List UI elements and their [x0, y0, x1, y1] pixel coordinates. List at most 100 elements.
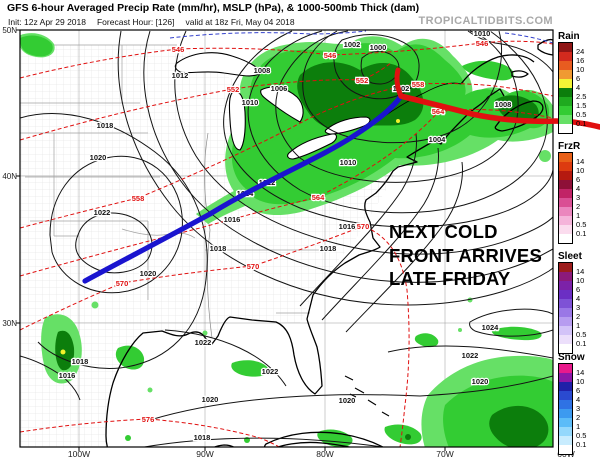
cold-front-annotation: NEXT COLD FRONT ARRIVES LATE FRIDAY [389, 220, 542, 291]
coastline [105, 38, 553, 447]
contour-label: 1020 [90, 153, 107, 162]
legend-value: 3 [576, 404, 581, 413]
contour-label: 1022 [262, 367, 279, 376]
legend-colorbar [558, 42, 573, 134]
contour-label: 576 [142, 415, 155, 424]
legend-value: 0.1 [576, 229, 587, 238]
contour-label: 1022 [94, 208, 111, 217]
contour-label: 546 [172, 45, 185, 54]
contour-label: 1002 [344, 40, 361, 49]
contour-label: 558 [412, 80, 425, 89]
legend-title: Sleet [558, 251, 582, 262]
contour-label: 1018 [97, 121, 114, 130]
init-time: Init: 12z Apr 29 2018 [8, 17, 86, 27]
thickness-labels-layer: 546 546 546 552 552 558 558 564 564 570 570 570 576 [115, 38, 490, 425]
legend-colorbar [558, 363, 573, 455]
tropicaltidbits-watermark: TROPICALTIDBITS.COM [418, 15, 553, 27]
lon-tick-label: 80W [316, 449, 334, 459]
legend-value: 2.5 [576, 92, 587, 101]
legend-value: 4 [576, 294, 581, 303]
legend-snow: Snow 14 10 6 4 3 2 1 0.5 0.1 [556, 352, 600, 460]
lat-tick-label: 40N [2, 172, 17, 181]
legend-value: 6 [576, 74, 581, 83]
legend-value: 14 [576, 368, 585, 377]
legend-value: 0.1 [576, 119, 587, 128]
valid-time: valid at 18z Fri, May 04 2018 [185, 17, 295, 27]
legend-value: 0.5 [576, 220, 587, 229]
contour-label: 1010 [474, 29, 491, 38]
annotation-line: NEXT COLD [389, 221, 498, 242]
legend-value: 2 [576, 413, 581, 422]
legend-value: 14 [576, 267, 585, 276]
legend-rain: Rain 24 16 10 6 4 2.5 1.5 0.5 0.1 [556, 31, 600, 139]
legend-value: 10 [576, 276, 585, 285]
contour-label: 1020 [202, 395, 219, 404]
legend-value: 0.1 [576, 440, 587, 449]
legend-value: 1 [576, 422, 581, 431]
contour-label: 1000 [370, 43, 387, 52]
legend-value: 2 [576, 202, 581, 211]
legend-value: 0.5 [576, 431, 587, 440]
lat-tick-label: 30N [2, 319, 17, 328]
legend-value: 4 [576, 83, 581, 92]
mslp-contours [20, 30, 553, 447]
legend-value: 1 [576, 211, 581, 220]
blue-thickness-contours [169, 30, 553, 44]
annotation-line: FRONT ARRIVES [389, 244, 543, 266]
contour-label: 564 [432, 107, 445, 116]
legend-value: 16 [576, 56, 585, 65]
contour-label: 1018 [72, 357, 89, 366]
contour-label: 1020 [140, 269, 157, 278]
warm-front-line [398, 93, 600, 130]
precip-layer [20, 33, 553, 447]
legend-value: 3 [576, 193, 581, 202]
contour-label: 1018 [320, 244, 337, 253]
legend-frzr: FrzR 14 10 6 4 3 2 1 0.5 0.1 [556, 141, 600, 249]
contour-label: 570 [357, 222, 370, 231]
legend-value: 6 [576, 285, 581, 294]
annotation-line: LATE FRIDAY [389, 268, 511, 289]
legend-title: Snow [558, 352, 585, 363]
legend-value: 10 [576, 166, 585, 175]
contour-label: 558 [132, 194, 145, 203]
legend-value: 1.5 [576, 101, 587, 110]
contour-label: 564 [312, 193, 325, 202]
contour-label: 1008 [254, 66, 271, 75]
state-borders [20, 44, 330, 339]
lon-tick-label: 100W [67, 449, 91, 459]
legend-value: 10 [576, 65, 585, 74]
contour-label: 570 [247, 262, 260, 271]
map-title: GFS 6-hour Averaged Precip Rate (mm/hr),… [7, 2, 420, 14]
lakes [174, 52, 371, 160]
contour-label: 1012 [172, 71, 189, 80]
legend-value: 2 [576, 312, 581, 321]
fronts [82, 67, 600, 284]
legend-value: 0.1 [576, 339, 587, 348]
legend-value: 0.5 [576, 330, 587, 339]
init-line: Init: 12z Apr 29 2018 Forecast Hour: [126… [8, 17, 306, 27]
contour-label: 546 [476, 39, 489, 48]
contour-label: 546 [324, 51, 337, 60]
precip-dark-layer [55, 62, 549, 447]
contour-label: 570 [116, 279, 129, 288]
legend-colorbar [558, 262, 573, 354]
legend-sleet: Sleet 14 10 6 4 3 2 1 0.5 0.1 [556, 251, 600, 359]
lon-tick-label: 70W [436, 449, 454, 459]
contour-label: 1016 [339, 222, 356, 231]
lat-tick-label: 50N [2, 26, 17, 35]
contour-label: 1020 [339, 396, 356, 405]
legend-value: 6 [576, 175, 581, 184]
legend-value: 4 [576, 184, 581, 193]
contour-label: 1020 [472, 377, 489, 386]
forecast-hour: Forecast Hour: [126] [96, 17, 175, 27]
contour-label: 1010 [340, 158, 357, 167]
lon-tick-label: 90W [196, 449, 214, 459]
legend-value: 4 [576, 395, 581, 404]
contour-label: 1004 [429, 135, 447, 144]
cold-front-line [82, 93, 404, 284]
yellow-precip-dots [60, 119, 400, 355]
contour-label: 1008 [495, 100, 512, 109]
contour-label: 1010 [242, 98, 259, 107]
